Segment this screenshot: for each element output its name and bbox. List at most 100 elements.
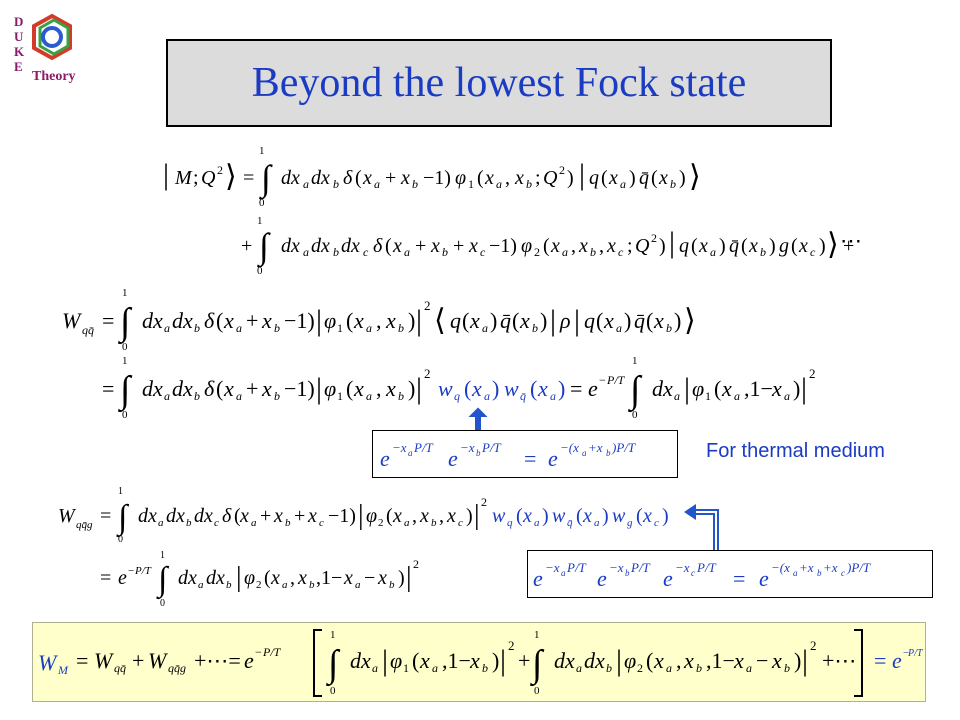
svg-text:Q: Q [201,167,216,189]
svg-text:): ) [492,648,499,673]
svg-text:b: b [333,177,339,191]
svg-text:x: x [653,308,664,333]
svg-text:(: ( [516,505,523,527]
svg-text:b: b [274,389,280,403]
svg-text:0: 0 [257,265,263,277]
svg-text:|: | [802,644,808,677]
svg-text:): ) [408,376,415,401]
svg-text:+x: +x [823,560,838,575]
svg-text:⟩: ⟩ [689,160,701,193]
svg-text:dx: dx [281,167,300,189]
svg-text:2: 2 [378,517,384,529]
svg-text:|: | [500,644,506,677]
svg-text:x: x [385,308,396,333]
svg-text:∫: ∫ [530,643,545,687]
svg-text:(: ( [512,308,519,333]
svg-text:|: | [550,304,556,337]
svg-text:): ) [793,376,800,401]
svg-text:0: 0 [632,409,638,421]
svg-text:): ) [398,567,405,589]
svg-text:(: ( [234,505,241,527]
svg-text:dx: dx [172,376,193,401]
svg-text:M: M [57,663,69,677]
svg-text:2: 2 [810,638,817,653]
svg-text:P/T: P/T [481,440,502,455]
svg-text:a: a [561,568,566,578]
svg-text:0: 0 [259,197,265,209]
svg-text:b: b [186,517,192,529]
logo-letter-k: K [14,44,25,59]
logo-letter-e: E [14,59,23,74]
svg-text:): ) [492,376,499,401]
svg-text:P/T: P/T [566,560,587,575]
svg-text:W: W [94,648,114,673]
svg-text:(: ( [651,167,658,189]
svg-text:x: x [270,567,280,589]
svg-text:−: − [599,373,606,387]
svg-text:(: ( [477,167,484,189]
svg-text:x: x [469,648,480,673]
svg-text:+: + [453,235,464,257]
svg-text:): ) [408,308,415,333]
svg-text:P/T: P/T [134,565,152,577]
svg-text:⟩: ⟩ [684,304,696,337]
svg-text:∫: ∫ [156,561,170,600]
logo-word-theory: Theory [32,69,76,84]
svg-text:=: = [100,505,111,527]
svg-text:a: a [620,177,626,191]
svg-text:−1): −1) [284,308,315,333]
svg-text:dx: dx [281,235,300,257]
svg-text:a: a [236,389,242,403]
svg-text:b: b [431,517,437,529]
svg-text:|: | [416,372,422,405]
svg-text:b: b [670,177,676,191]
svg-text:(: ( [691,235,698,257]
svg-text:−1): −1) [328,505,356,527]
svg-text:): ) [466,505,473,527]
svg-text:;: ; [627,235,633,257]
w-qqbar-equation-tail: a [784,389,790,403]
svg-text:b: b [309,579,315,591]
svg-text:a: a [534,517,540,529]
svg-text:2: 2 [809,366,816,381]
svg-text:): ) [490,308,497,333]
svg-text:(: ( [385,235,392,257]
svg-text:(: ( [601,167,608,189]
svg-text:b: b [817,568,822,578]
svg-text:)P/T: )P/T [611,440,636,455]
svg-text:−(x: −(x [560,440,579,455]
svg-text:c: c [618,245,624,259]
svg-text:b: b [389,579,395,591]
svg-text:dx: dx [311,235,330,257]
svg-text:,: , [412,505,417,527]
svg-text:q: q [450,308,461,333]
svg-text:a: a [582,448,587,458]
svg-text:⟨: ⟨ [434,304,446,337]
svg-text:dx: dx [142,308,163,333]
arrow-left [684,504,719,556]
svg-text:b: b [274,321,280,335]
svg-text:2: 2 [424,366,431,381]
svg-text:1: 1 [330,629,336,641]
svg-text:e: e [588,376,598,401]
svg-text:0: 0 [160,598,165,609]
svg-text:,: , [376,376,382,401]
svg-text:): ) [540,308,547,333]
svg-text:(: ( [216,308,223,333]
svg-text:a: a [282,579,288,591]
svg-text:a: a [366,389,372,403]
svg-text:a: a [404,245,410,259]
svg-text:;: ; [535,167,541,189]
duke-theory-logo: D U K E Theory [14,13,76,84]
slide-title: Beyond the lowest Fock state [251,60,747,106]
svg-text:a: a [666,661,672,675]
svg-text:dx: dx [142,376,163,401]
thermal-factor-3body-equation: e −x a P/T e −x b P/T e −x c P/T = e −(x a +x b +x c)P/… [533,560,871,591]
svg-text:∫: ∫ [118,301,133,345]
svg-text:a: a [562,245,568,259]
svg-text:ρ: ρ [559,308,571,333]
svg-text:|: | [382,644,388,677]
svg-text:a: a [164,321,170,335]
svg-text:−x: −x [545,560,560,575]
svg-text:=: = [102,308,114,333]
